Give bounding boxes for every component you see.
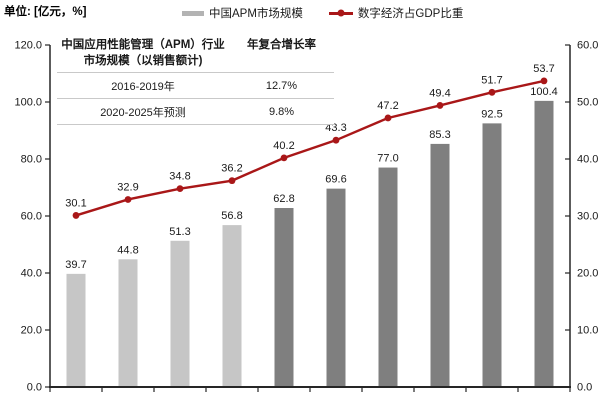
right-axis-tick-label: 30.0: [577, 211, 598, 223]
legend-label-line: 数字经济占GDP比重: [357, 8, 464, 20]
bar-value-label: 56.8: [221, 210, 242, 222]
inset-cagr-table: 中国应用性能管理（APM）行业 市场规模（以销售额计) 年复合增长率 2016-…: [57, 37, 334, 125]
line-value-label: 53.7: [533, 63, 554, 75]
line-value-label: 40.2: [273, 140, 294, 152]
line-marker: [228, 177, 236, 185]
right-axis-tick-label: 20.0: [577, 268, 598, 280]
bar: [170, 240, 190, 387]
bar-value-label: 77.0: [377, 153, 398, 165]
legend-label-bars: 中国APM市场规模: [209, 8, 303, 20]
bar: [222, 225, 242, 387]
table-row: 2020-2025年预测 9.8%: [57, 99, 334, 125]
row-period: 2020-2025年预测: [100, 106, 186, 119]
bar: [430, 143, 450, 387]
right-axis-tick-label: 50.0: [577, 97, 598, 109]
line-marker: [488, 88, 496, 96]
left-axis-tick-label: 0.0: [27, 382, 42, 394]
line-value-label: 34.8: [169, 171, 190, 183]
bar: [118, 259, 138, 387]
table-row: 2016-2019年 12.7%: [57, 73, 334, 99]
inset-table-header: 中国应用性能管理（APM）行业 市场规模（以销售额计) 年复合增长率: [57, 37, 334, 73]
line-value-label: 51.7: [481, 74, 502, 86]
right-axis-tick-label: 10.0: [577, 325, 598, 337]
line-series-swatch-icon: [328, 9, 353, 17]
line-value-label: 36.2: [221, 163, 242, 175]
line-marker: [540, 77, 548, 85]
bar-value-label: 100.4: [530, 86, 558, 98]
row-cagr: 9.8%: [268, 105, 295, 118]
line-value-label: 32.9: [117, 181, 138, 193]
bar-value-label: 85.3: [429, 129, 450, 141]
right-axis-tick-label: 40.0: [577, 154, 598, 166]
row-period: 2016-2019年: [111, 80, 175, 93]
bar-value-label: 62.8: [273, 193, 294, 205]
inset-col2-header: 年复合增长率: [247, 39, 316, 51]
bar: [326, 188, 346, 387]
bar-value-label: 69.6: [325, 174, 346, 186]
right-axis-tick-label: 0.0: [577, 382, 592, 394]
line-marker: [436, 102, 444, 109]
legend-item-bars: 中国APM市场规模: [182, 5, 303, 21]
bar-value-label: 92.5: [481, 108, 502, 120]
bar: [274, 208, 294, 387]
left-axis-tick-label: 60.0: [21, 211, 42, 223]
bar: [534, 100, 554, 388]
line-marker: [72, 212, 80, 219]
left-axis-tick-label: 120.0: [14, 40, 42, 52]
bar: [66, 273, 86, 387]
unit-label: 单位: [亿元，%]: [4, 6, 87, 18]
left-axis-tick-label: 100.0: [14, 97, 42, 109]
bar-value-label: 44.8: [117, 244, 138, 256]
line-marker: [124, 196, 132, 203]
bar-series-swatch-icon: [182, 10, 204, 16]
line-value-label: 30.1: [65, 197, 86, 209]
inset-col1-header-line1: 中国应用性能管理（APM）行业: [61, 39, 225, 51]
line-series: [75, 79, 545, 217]
inset-col1-header: 中国应用性能管理（APM）行业 市场规模（以销售额计): [57, 37, 229, 69]
line-value-label: 49.4: [429, 87, 450, 99]
left-axis-tick-label: 20.0: [21, 325, 42, 337]
bar-value-label: 39.7: [65, 259, 86, 271]
left-axis-tick-label: 40.0: [21, 268, 42, 280]
line-marker: [280, 154, 288, 162]
bar-value-label: 51.3: [169, 226, 190, 238]
bar: [482, 123, 502, 387]
inset-col1-header-line2: 市场规模（以销售额计): [83, 55, 203, 67]
legend: 中国APM市场规模 数字经济占GDP比重: [182, 5, 463, 21]
right-axis-tick-label: 60.0: [577, 40, 598, 52]
line-marker: [384, 114, 392, 122]
bar: [378, 167, 398, 387]
row-cagr: 12.7%: [265, 79, 298, 92]
legend-item-line: 数字经济占GDP比重: [328, 5, 464, 21]
line-marker: [176, 185, 184, 193]
line-value-label: 47.2: [377, 100, 398, 112]
line-marker: [332, 136, 340, 144]
line-value-label: 43.3: [325, 122, 346, 134]
left-axis-tick-label: 80.0: [21, 154, 42, 166]
